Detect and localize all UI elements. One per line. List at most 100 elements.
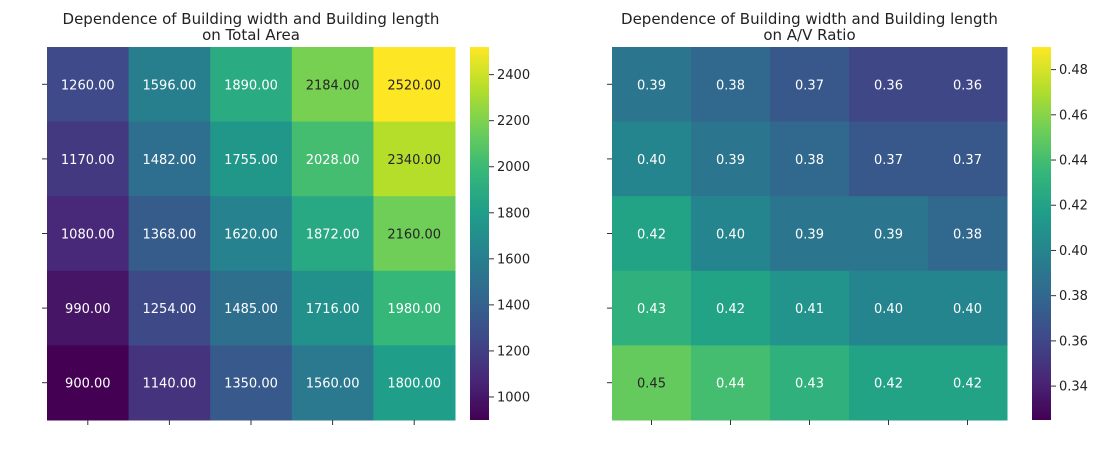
chart-title-line: on Total Area xyxy=(202,26,300,44)
heatmap-cell xyxy=(770,196,850,272)
cell-label: 0.38 xyxy=(953,228,982,243)
cell-label: 0.39 xyxy=(874,228,903,243)
cell-label: 1482.00 xyxy=(143,153,197,168)
cell-label: 2520.00 xyxy=(387,78,441,93)
colorbar-tick-label: 0.42 xyxy=(1059,199,1088,214)
chart-title-line: Dependence of Building width and Buildin… xyxy=(621,10,998,28)
cell-label: 0.40 xyxy=(953,302,982,317)
heatmap-cell xyxy=(691,270,771,346)
colorbar-tick-label: 0.44 xyxy=(1059,154,1088,169)
heatmap-cell xyxy=(47,121,130,197)
cell-label: 1980.00 xyxy=(387,302,441,317)
heatmap-cell xyxy=(612,196,692,272)
heatmap-cell xyxy=(770,270,850,346)
cell-label: 2340.00 xyxy=(387,153,441,168)
cell-label: 1080.00 xyxy=(61,228,115,243)
heatmap-cell xyxy=(928,270,1008,346)
heatmap-cell xyxy=(612,121,692,197)
heatmap-cell xyxy=(612,47,692,123)
heatmap-cell xyxy=(612,345,692,421)
cell-label: 0.37 xyxy=(874,153,903,168)
heatmap-cell xyxy=(373,270,456,346)
cell-label: 0.36 xyxy=(953,78,982,93)
heatmap-cell xyxy=(47,47,130,123)
cell-label: 0.37 xyxy=(953,153,982,168)
cell-label: 0.42 xyxy=(637,228,666,243)
cell-label: 2028.00 xyxy=(306,153,360,168)
cell-label: 0.44 xyxy=(716,377,745,392)
heatmap-cell xyxy=(291,196,374,272)
colorbar-tick-label: 0.46 xyxy=(1059,108,1088,123)
cell-label: 2160.00 xyxy=(387,228,441,243)
cell-label: 0.39 xyxy=(795,228,824,243)
colorbar-tick-label: 0.36 xyxy=(1059,334,1088,349)
colorbar xyxy=(470,47,489,420)
colorbar-tick-label: 2200 xyxy=(497,114,530,129)
cell-label: 0.40 xyxy=(874,302,903,317)
heatmap-cell xyxy=(210,345,293,421)
heatmap-cell xyxy=(128,121,211,197)
cell-label: 1350.00 xyxy=(224,377,278,392)
cell-label: 1800.00 xyxy=(387,377,441,392)
heatmap-cell xyxy=(47,345,130,421)
cell-label: 0.42 xyxy=(716,302,745,317)
cell-label: 990.00 xyxy=(65,302,111,317)
heatmap-cell xyxy=(291,345,374,421)
cell-label: 1716.00 xyxy=(306,302,360,317)
heatmap-cell xyxy=(849,270,929,346)
cell-label: 1368.00 xyxy=(143,228,197,243)
cell-label: 1620.00 xyxy=(224,228,278,243)
heatmap-cell xyxy=(210,121,293,197)
cell-label: 0.42 xyxy=(874,377,903,392)
cell-label: 1872.00 xyxy=(306,228,360,243)
colorbar xyxy=(1032,47,1051,420)
heatmap-cell xyxy=(849,196,929,272)
cell-label: 0.43 xyxy=(795,377,824,392)
colorbar-tick-label: 2000 xyxy=(497,160,530,175)
colorbar-tick-label: 1400 xyxy=(497,298,530,313)
cell-label: 1596.00 xyxy=(143,78,197,93)
colorbar-tick-label: 1000 xyxy=(497,390,530,405)
colorbar-tick-label: 0.34 xyxy=(1059,380,1088,395)
colorbar-tick-label: 1200 xyxy=(497,344,530,359)
chart-title-line: Dependence of Building width and Buildin… xyxy=(63,10,440,28)
cell-label: 0.40 xyxy=(637,153,666,168)
colorbar-tick-label: 0.38 xyxy=(1059,289,1088,304)
heatmap-cell xyxy=(928,196,1008,272)
cell-label: 0.45 xyxy=(637,377,666,392)
cell-label: 0.39 xyxy=(716,153,745,168)
heatmap-cell xyxy=(691,47,771,123)
colorbar-tick-label: 1600 xyxy=(497,252,530,267)
cell-label: 1560.00 xyxy=(306,377,360,392)
cell-label: 0.36 xyxy=(874,78,903,93)
cell-label: 0.40 xyxy=(716,228,745,243)
heatmap-cell xyxy=(770,121,850,197)
cell-label: 1485.00 xyxy=(224,302,278,317)
heatmap-cell xyxy=(210,196,293,272)
cell-label: 0.38 xyxy=(795,153,824,168)
cell-label: 1170.00 xyxy=(61,153,115,168)
heatmap-cell xyxy=(373,121,456,197)
heatmap-cell xyxy=(291,270,374,346)
cell-label: 1755.00 xyxy=(224,153,278,168)
heatmap-cell xyxy=(849,345,929,421)
cell-label: 900.00 xyxy=(65,377,111,392)
colorbar-tick-label: 0.48 xyxy=(1059,63,1088,78)
heatmap-cell xyxy=(128,196,211,272)
heatmap-cell xyxy=(291,121,374,197)
heatmap-cell xyxy=(849,121,929,197)
heatmap-cell xyxy=(849,47,929,123)
heatmap-cell xyxy=(373,47,456,123)
colorbar-tick-label: 2400 xyxy=(497,68,530,83)
heatmap-cell xyxy=(691,196,771,272)
cell-label: 0.42 xyxy=(953,377,982,392)
heatmap-cell xyxy=(691,345,771,421)
cell-label: 0.39 xyxy=(637,78,666,93)
colorbar-tick-label: 0.40 xyxy=(1059,244,1088,259)
cell-label: 1254.00 xyxy=(143,302,197,317)
heatmap-cell xyxy=(210,47,293,123)
cell-label: 0.41 xyxy=(795,302,824,317)
heatmap-cell xyxy=(291,47,374,123)
heatmap-cell xyxy=(928,345,1008,421)
